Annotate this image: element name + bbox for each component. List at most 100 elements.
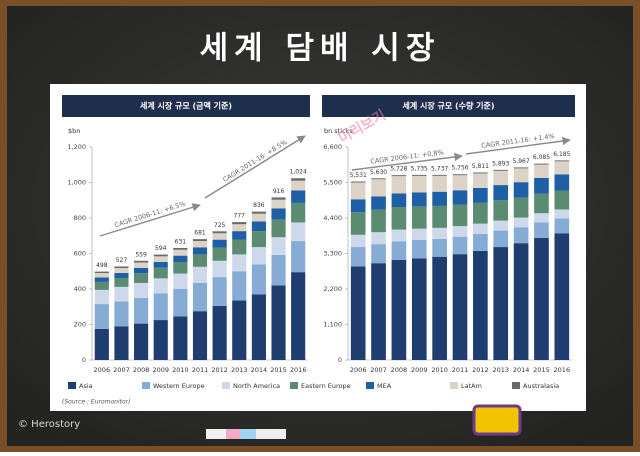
bar-segment (192, 241, 208, 248)
legend-label: Asia (79, 382, 93, 390)
bar-segment (291, 202, 306, 223)
bar-segment (212, 247, 227, 261)
bar-segment (192, 247, 208, 255)
bar-segment (473, 173, 488, 188)
bar-segment (173, 289, 188, 317)
bar-segment (432, 227, 447, 239)
bar-segment (291, 272, 306, 360)
y-tick-label: 600 (74, 250, 86, 258)
bar-segment (232, 231, 247, 240)
bar-segment (153, 261, 168, 268)
bar-segment (212, 233, 227, 240)
bar-segment (251, 213, 266, 222)
x-tick-label: 2014 (513, 366, 530, 374)
bar-segment (251, 221, 266, 232)
bar-segment (493, 185, 509, 201)
bar-segment (513, 227, 529, 244)
bar-segment (271, 254, 286, 286)
bar-segment (134, 297, 149, 324)
bar-segment (452, 175, 468, 191)
bar-segment (134, 323, 149, 360)
bar-segment (173, 249, 188, 256)
bar-segment (291, 222, 306, 242)
bar-segment (232, 300, 247, 360)
bar-segment (94, 277, 109, 282)
total-label: 916 (273, 188, 285, 195)
x-tick-label: 2008 (133, 366, 150, 374)
x-tick-label: 2011 (192, 366, 209, 374)
bar-segment (94, 289, 109, 305)
x-tick-label: 2013 (231, 366, 248, 374)
bar-segment (391, 259, 407, 360)
bar-segment (251, 247, 266, 265)
cagr-arrow (465, 136, 571, 155)
bar-segment (212, 305, 227, 360)
bar-segment (291, 178, 306, 181)
bar-segment (251, 264, 266, 295)
bar-segment (271, 237, 286, 255)
total-label: 498 (96, 262, 108, 269)
bar-segment (554, 218, 570, 234)
y-axis-label: $bn (68, 127, 80, 135)
bar-segment (432, 256, 447, 360)
chart-header (62, 95, 310, 117)
bar-segment (350, 234, 366, 248)
bar-segment (391, 175, 407, 177)
bar-segment (371, 196, 386, 210)
bar-segment (513, 167, 529, 169)
legend-label: Eastern Europe (301, 382, 351, 390)
bar-segment (94, 304, 109, 329)
charts: 세계 시장 규모 (금액 기준) $bn 0 200 400 600 800 1,000 1,2… (62, 95, 575, 374)
y-tick-label: 0 (82, 356, 86, 364)
x-tick-label: 2006 (350, 366, 367, 374)
bar-segment (153, 278, 168, 294)
bar-segment (134, 260, 149, 263)
bar-segment (212, 231, 227, 234)
chart-title: 세계 시장 규모 (수량 기준) (402, 101, 494, 111)
total-label: 5,967 (512, 158, 529, 165)
bar-segment (432, 238, 447, 257)
x-tick-label: 2010 (431, 366, 448, 374)
bar-segment (371, 232, 386, 245)
chalk (226, 429, 240, 439)
bar-segment (452, 254, 468, 360)
bar-segment (391, 176, 407, 194)
legend-label: MEA (377, 382, 392, 390)
bar-segment (153, 254, 168, 257)
y-tick-label: 0 (338, 356, 342, 364)
bar-segment (212, 277, 227, 306)
bar-segment (153, 256, 168, 262)
bar-segment (534, 222, 549, 239)
total-label: 836 (253, 202, 265, 209)
bar-segment (94, 273, 109, 278)
bar-segment (291, 180, 306, 191)
bar-segment (411, 258, 427, 360)
legend-label: North America (233, 382, 280, 390)
bar-segment (232, 222, 247, 225)
bar-segment (271, 199, 286, 209)
y-tick-label: 3,300 (323, 250, 342, 258)
y-tick-label: 400 (74, 285, 86, 293)
bar-segment (493, 230, 509, 248)
x-tick-label: 2015 (270, 366, 287, 374)
bar-segment (534, 238, 549, 360)
chart-header (322, 95, 575, 117)
total-label: 594 (155, 245, 167, 252)
source-note: (Source : Euromonitor) (62, 399, 130, 406)
bar-segment (534, 163, 549, 165)
bar-segment (411, 239, 427, 259)
x-tick-label: 2012 (472, 366, 489, 374)
bar-segment (432, 191, 447, 206)
bar-segment (391, 193, 407, 208)
bar-segment (173, 255, 188, 263)
legend-swatch (290, 382, 298, 389)
y-axis-label: bn sticks (324, 127, 353, 135)
x-tick-label: 2008 (391, 366, 408, 374)
x-tick-label: 2009 (411, 366, 428, 374)
bar-segment (513, 168, 529, 183)
x-tick-label: 2006 (94, 366, 111, 374)
bar-segment (513, 197, 529, 218)
bar-segment (114, 277, 129, 287)
bar-segment (350, 181, 366, 183)
